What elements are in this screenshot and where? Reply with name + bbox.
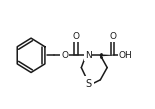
- Text: S: S: [85, 79, 91, 89]
- Text: O: O: [73, 32, 80, 41]
- Text: O: O: [61, 51, 68, 60]
- Text: O: O: [109, 32, 116, 41]
- Polygon shape: [100, 54, 113, 56]
- Text: OH: OH: [119, 51, 132, 60]
- Text: N: N: [85, 51, 92, 60]
